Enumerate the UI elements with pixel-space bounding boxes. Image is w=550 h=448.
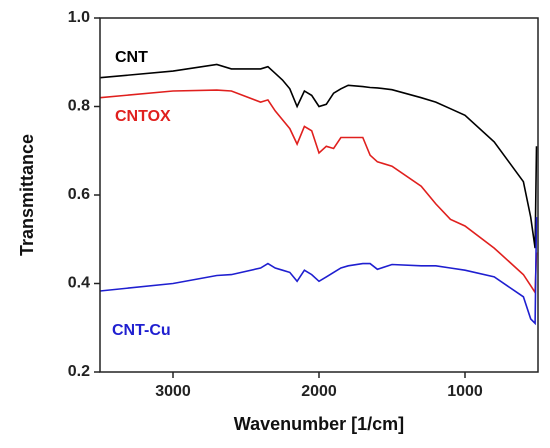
x-tick-label: 1000 (447, 383, 483, 400)
y-axis-label: Transmittance (17, 134, 37, 256)
x-axis-label: Wavenumber [1/cm] (234, 414, 404, 434)
x-tick-label: 2000 (301, 383, 337, 400)
series-label: CNT-Cu (112, 322, 171, 339)
y-tick-label: 0.8 (68, 98, 90, 115)
x-tick-label: 3000 (155, 383, 191, 400)
series-line (99, 217, 538, 326)
plot-frame (99, 17, 539, 373)
y-tick-label: 0.6 (68, 186, 90, 203)
series-line (99, 89, 538, 295)
series-label: CNTOX (115, 108, 171, 125)
y-tick-label: 0.4 (68, 275, 90, 292)
series-label: CNT (115, 49, 148, 66)
y-tick-label: 0.2 (68, 363, 90, 380)
series-line (99, 63, 538, 249)
y-tick-label: 1.0 (68, 9, 90, 26)
